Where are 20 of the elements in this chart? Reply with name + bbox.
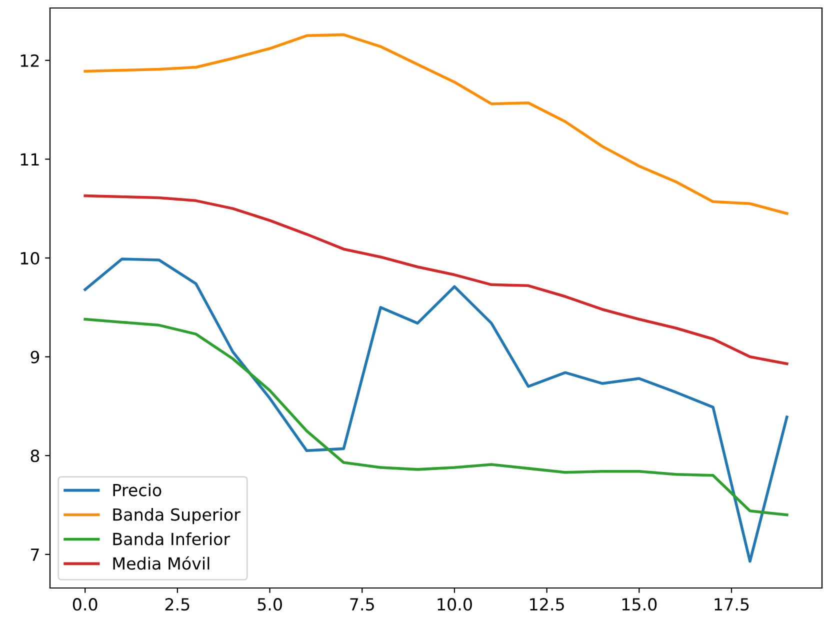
legend-label: Banda Superior [113, 508, 240, 524]
y-tick-label: 10 [20, 252, 40, 265]
x-tick-label: 5.0 [258, 598, 282, 611]
line-series [84, 33, 788, 215]
x-tick-label: 17.5 [714, 598, 749, 611]
y-tick-label: 7 [31, 548, 39, 561]
legend-label: Precio [113, 483, 162, 496]
x-tick-label: 2.5 [165, 598, 190, 611]
line-series [84, 194, 788, 366]
x-tick-label: 15.0 [622, 598, 657, 611]
legend-label: Banda Inferior [113, 532, 230, 546]
x-tick-label: 0.0 [72, 598, 98, 611]
y-tick-label: 12 [20, 54, 39, 67]
x-tick-label: 10.0 [438, 598, 472, 611]
x-tick-label: 7.5 [350, 598, 374, 611]
legend-label: Media Móvil [113, 556, 210, 570]
y-tick-label: 8 [30, 450, 40, 462]
y-tick-label: 11 [20, 153, 39, 166]
y-tick-label: 9 [30, 350, 40, 364]
x-tick-label: 12.5 [530, 598, 564, 611]
